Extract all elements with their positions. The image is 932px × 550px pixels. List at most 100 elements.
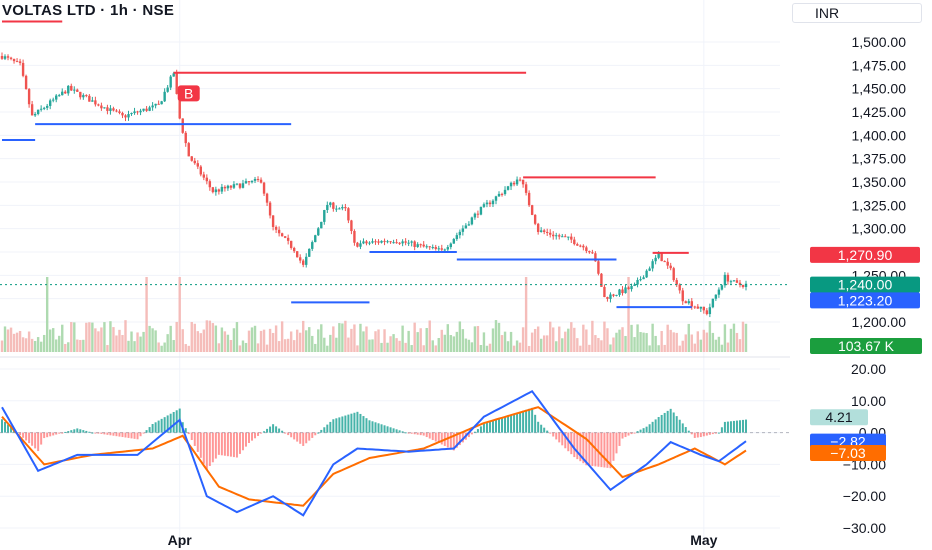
- volume-bar: [582, 324, 585, 352]
- volume-bar: [289, 331, 293, 352]
- volume-bar: [241, 340, 245, 352]
- histogram-bar: [513, 413, 516, 433]
- histogram-bar: [558, 432, 561, 443]
- volume-bar: [374, 331, 377, 352]
- candle-body: [401, 241, 404, 244]
- volume-bar: [326, 345, 329, 352]
- time-axis[interactable]: Apr May: [168, 532, 718, 548]
- volume-bar: [383, 329, 386, 352]
- histogram-bar: [229, 432, 232, 457]
- currency-selector[interactable]: INR: [792, 3, 922, 23]
- candle-body: [271, 215, 275, 227]
- volume-bar: [624, 335, 627, 352]
- candle-body: [654, 257, 657, 262]
- candle-body: [612, 294, 615, 296]
- histogram-bar: [106, 432, 109, 435]
- candle-body: [720, 285, 724, 290]
- candle-body: [416, 244, 419, 247]
- candle-body: [621, 289, 624, 294]
- candle-body: [283, 236, 287, 238]
- volume-bar: [365, 326, 368, 352]
- volume-bar: [711, 332, 715, 352]
- candle-body: [329, 202, 332, 205]
- histogram-bar: [302, 432, 305, 446]
- volume-bar: [145, 277, 148, 352]
- candle-body: [374, 241, 377, 243]
- candle-body: [392, 242, 395, 244]
- candle-body: [289, 240, 293, 248]
- histogram-bar: [208, 432, 211, 466]
- histogram-bar: [64, 431, 67, 433]
- candle-body: [157, 103, 160, 105]
- histogram-bar: [591, 432, 594, 466]
- candle-body: [244, 181, 248, 184]
- candle-body: [259, 179, 263, 183]
- candle-body: [533, 214, 537, 224]
- volume-bar: [395, 338, 398, 352]
- histogram-bar: [597, 432, 600, 467]
- candle-body: [235, 183, 239, 185]
- volume-bar: [645, 333, 648, 352]
- candles: [0, 52, 748, 318]
- candle-body: [515, 179, 519, 185]
- histogram-bar: [317, 432, 320, 434]
- volume-bar: [232, 328, 236, 352]
- volume-bar: [696, 331, 700, 352]
- volume-bar: [124, 320, 127, 352]
- histogram-bar: [40, 432, 43, 445]
- candle-body: [536, 223, 540, 232]
- symbol-title[interactable]: VOLTAS LTD · 1h · NSE: [2, 2, 175, 19]
- volume-bar: [741, 321, 745, 352]
- histogram-bar: [34, 432, 37, 449]
- candle-body: [527, 192, 531, 206]
- volume-bar: [335, 337, 338, 352]
- volume-bar: [280, 321, 284, 352]
- volume-bar: [82, 339, 85, 352]
- volume-bar: [6, 329, 10, 352]
- candle-body: [217, 189, 221, 192]
- volume-bar: [612, 337, 615, 352]
- histogram-bar: [115, 432, 118, 437]
- signal-tag: −7.03: [830, 445, 866, 461]
- volume-bar: [160, 345, 163, 352]
- volume-bar: [407, 330, 410, 352]
- histogram-bar: [244, 432, 247, 447]
- volume-bar: [404, 342, 407, 352]
- histogram-bar: [711, 432, 714, 435]
- histogram-bar: [690, 432, 693, 435]
- histogram-bar: [193, 432, 196, 446]
- volume-bar: [479, 344, 483, 352]
- candle-body: [15, 61, 19, 63]
- time-tick-label: May: [690, 532, 717, 548]
- histogram-bar: [745, 419, 747, 433]
- histogram-bar: [534, 414, 537, 433]
- candle-body: [449, 243, 453, 248]
- candle-body: [106, 107, 109, 111]
- candle-body: [723, 274, 727, 286]
- volume-bar: [151, 328, 154, 352]
- candle-body: [579, 245, 582, 247]
- volume-bar: [136, 332, 139, 352]
- volume-bar: [55, 339, 58, 352]
- candle-body: [341, 206, 344, 209]
- histogram-bar: [507, 415, 510, 433]
- histogram-bar: [184, 428, 187, 433]
- histogram-bar: [380, 424, 383, 433]
- volume-bar: [464, 338, 468, 352]
- histogram-bar: [666, 410, 669, 433]
- volume-bar: [154, 330, 157, 352]
- histogram-bar: [94, 432, 97, 434]
- candle-body: [425, 246, 428, 248]
- candle-body: [530, 205, 534, 215]
- histogram-bar: [434, 432, 437, 442]
- price-axis[interactable]: 1,500.00 1,475.00 1,450.00 1,425.00 1,400.00…: [790, 0, 932, 550]
- volume-bar: [103, 322, 106, 352]
- candle-body: [277, 229, 281, 234]
- candle-body: [88, 95, 91, 102]
- candle-body: [717, 289, 721, 295]
- candle-body: [344, 206, 347, 209]
- candle-body: [413, 241, 416, 247]
- volume-bar: [738, 339, 742, 352]
- histogram-bar: [326, 424, 329, 433]
